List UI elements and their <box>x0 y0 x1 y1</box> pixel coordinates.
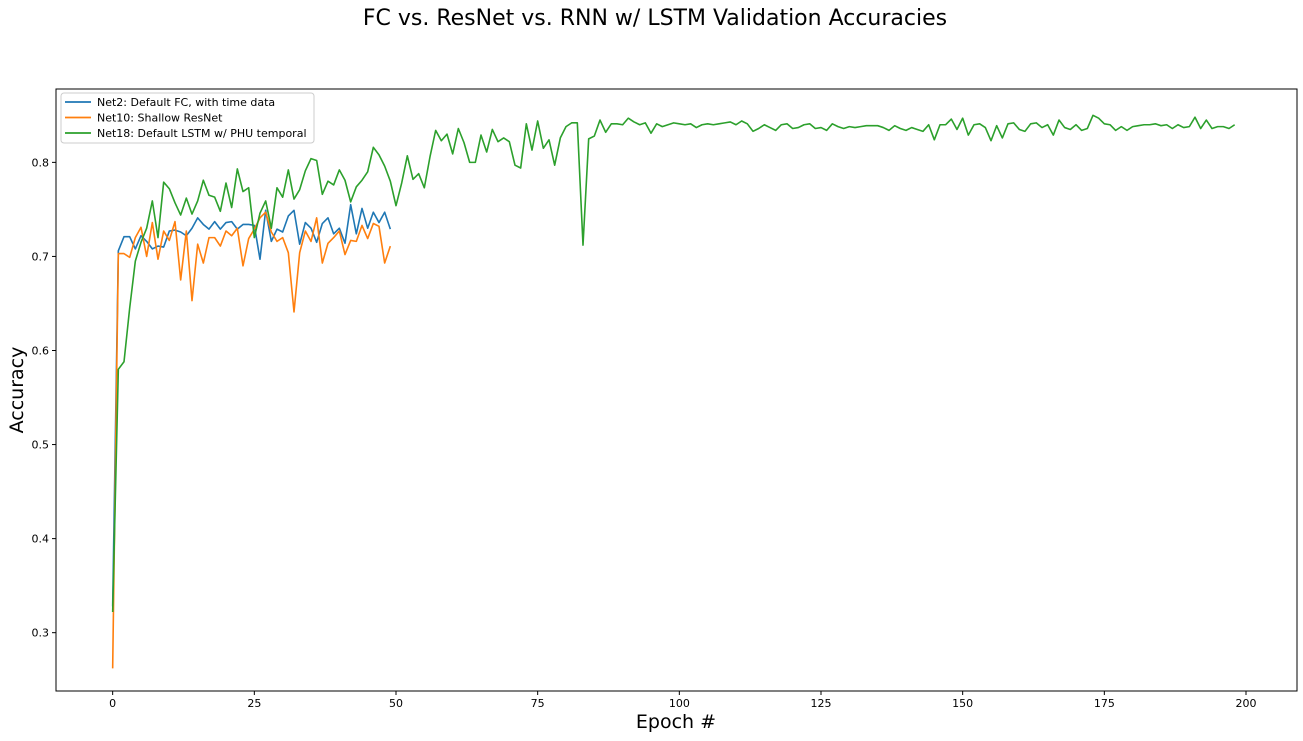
series-lines <box>111 114 1236 669</box>
x-tick-label: 200 <box>1236 697 1257 710</box>
plot-area <box>55 88 1298 692</box>
chart-title: FC vs. ResNet vs. RNN w/ LSTM Validation… <box>363 6 947 31</box>
series-line-3 <box>111 114 1236 613</box>
x-axis-ticks: 0 25 50 75 100 125 150 175 200 <box>109 691 1257 710</box>
legend-label-2: Net10: Shallow ResNet <box>97 112 223 125</box>
x-tick-label: 50 <box>389 697 403 710</box>
x-tick-label: 0 <box>109 697 116 710</box>
x-tick-label: 125 <box>811 697 832 710</box>
y-tick-label: 0.6 <box>32 344 50 357</box>
x-tick-label: 75 <box>531 697 545 710</box>
y-axis-title: Accuracy <box>6 347 28 434</box>
x-axis-title: Epoch # <box>636 711 716 733</box>
legend-box <box>60 92 315 144</box>
y-axis-ticks: 0.3 0.4 0.5 0.6 0.7 0.8 <box>32 156 56 640</box>
series-line-2 <box>111 211 392 669</box>
y-tick-label: 0.3 <box>32 627 50 640</box>
series-line-1 <box>111 203 392 607</box>
y-tick-label: 0.8 <box>32 156 50 169</box>
y-tick-label: 0.7 <box>32 250 50 263</box>
y-tick-label: 0.4 <box>32 533 50 546</box>
x-tick-label: 150 <box>952 697 973 710</box>
legend-label-3: Net18: Default LSTM w/ PHU temporal <box>97 127 307 140</box>
legend-label-1: Net2: Default FC, with time data <box>97 96 275 109</box>
x-tick-label: 175 <box>1094 697 1115 710</box>
legend: Net2: Default FC, with time data Net10: S… <box>60 92 315 144</box>
x-tick-label: 25 <box>247 697 261 710</box>
x-tick-label: 100 <box>669 697 690 710</box>
y-tick-label: 0.5 <box>32 439 50 452</box>
